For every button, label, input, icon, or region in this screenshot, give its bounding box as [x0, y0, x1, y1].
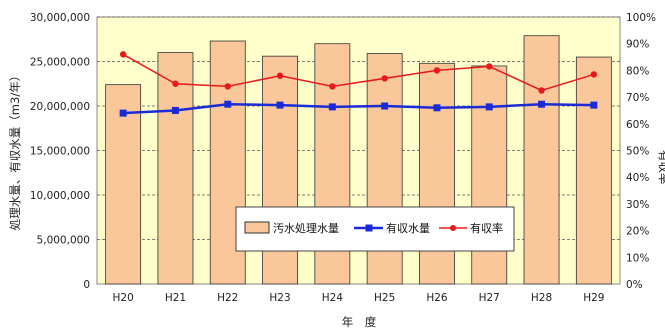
y-tick-label: 30,000,000: [30, 12, 90, 24]
line2-path: [122, 53, 595, 92]
y-tick-label: 10,000,000: [30, 190, 90, 202]
line2-point: [172, 80, 179, 87]
line2-point: [119, 51, 127, 58]
x-tick-label: H28: [531, 292, 552, 304]
x-tick-label: H21: [165, 292, 186, 304]
y2-tick-label: 20%: [626, 226, 649, 238]
x-tick-label: H26: [426, 292, 448, 304]
line1-point: [171, 106, 179, 114]
legend-label-2: 有収水量: [386, 221, 430, 235]
y2-tick-label: 50%: [626, 146, 649, 158]
legend-swatch-bar: [244, 221, 270, 234]
y-tick-label: 5,000,000: [37, 235, 90, 247]
bar: [575, 56, 612, 285]
y-axis-ticks: 0 5,000,000 10,000,000 15,000,000 20,000,000…: [30, 12, 90, 291]
legend-label-1: 汚水処理水量: [273, 222, 339, 235]
x-tick-label: H20: [113, 292, 134, 304]
y-tick-label: 20,000,000: [30, 101, 90, 113]
line1-point: [328, 103, 336, 111]
y2-axis-ticks: 0% 10% 20% 30% 40% 50% 60% 70% 80% 90% 100%: [626, 12, 656, 291]
x-axis-title: 年 度: [342, 315, 377, 329]
line1-point: [276, 101, 284, 109]
line2-point: [381, 75, 388, 82]
x-tick-label: H22: [217, 292, 238, 304]
y-tick-label: 25,000,000: [30, 57, 90, 69]
y2-tick-label: 70%: [626, 92, 649, 104]
y-tick-label: 15,000,000: [30, 146, 90, 158]
y2-tick-label: 30%: [626, 199, 649, 211]
line-series-1: [119, 100, 598, 117]
y-axis-title: 処理水量、有収水量（m3/年）: [8, 70, 22, 230]
line1-point: [590, 101, 598, 109]
x-axis-ticks: H20 H21 H22 H23 H24 H25 H26 H27 H28 H29: [113, 292, 605, 304]
bar: [523, 35, 560, 285]
x-tick-label: H29: [583, 292, 604, 304]
bar: [105, 84, 142, 285]
line2-point: [276, 72, 284, 79]
bar-series: [105, 35, 612, 285]
line1-path: [123, 102, 594, 115]
line1-point: [119, 109, 127, 117]
x-tick-label: H25: [374, 292, 395, 304]
line2-point: [590, 71, 598, 78]
y2-tick-label: 60%: [626, 119, 649, 131]
y2-tick-label: 40%: [626, 172, 649, 184]
x-tick-label: H24: [322, 292, 344, 304]
line2-point: [538, 87, 545, 94]
line1-point: [538, 100, 546, 108]
y-tick-label: 0: [83, 279, 90, 291]
y2-axis-title: 有収率: [657, 150, 665, 185]
y2-tick-label: 80%: [626, 65, 649, 77]
x-tick-label: H27: [479, 292, 500, 304]
line1-point: [381, 102, 389, 110]
legend-marker-line1: [365, 224, 373, 232]
y2-tick-label: 90%: [626, 39, 649, 51]
line1-point: [485, 103, 493, 111]
legend-marker-line2: [450, 225, 456, 231]
y2-tick-label: 0%: [626, 279, 643, 291]
line2-point: [486, 63, 493, 70]
line2-point: [224, 83, 231, 90]
line-series-2: [119, 51, 598, 94]
x-tick-label: H23: [269, 292, 290, 304]
bar: [157, 52, 194, 285]
line2-point: [329, 83, 336, 90]
line1-point: [433, 104, 441, 112]
line1-point: [224, 100, 232, 108]
y2-tick-label: 100%: [626, 12, 656, 24]
line2-point: [433, 67, 441, 74]
legend-label-3: 有収率: [470, 221, 503, 235]
y2-tick-label: 10%: [626, 252, 649, 264]
legend: 汚水処理水量 有収水量 有収率: [235, 206, 515, 252]
